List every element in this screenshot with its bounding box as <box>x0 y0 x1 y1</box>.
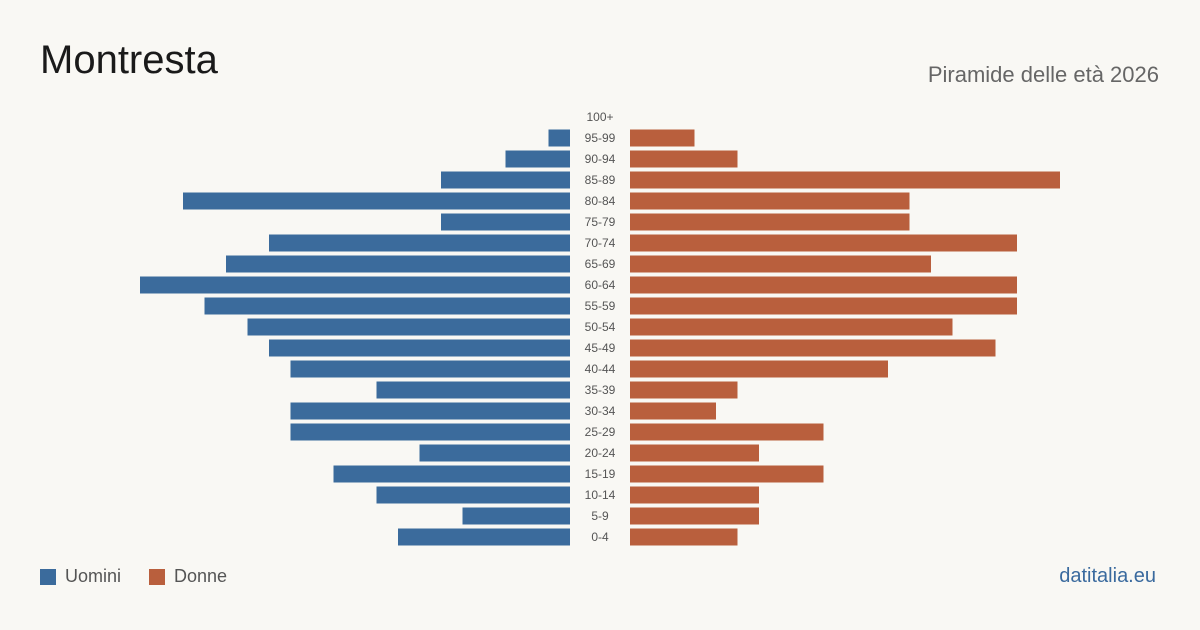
bar-men-80-84 <box>183 192 570 210</box>
age-group-label: 65-69 <box>585 257 616 271</box>
bar-women-35-39 <box>630 381 738 399</box>
bar-women-55-59 <box>630 297 1017 315</box>
bar-men-55-59 <box>204 297 570 315</box>
age-group-label: 50-54 <box>585 320 616 334</box>
bar-men-0-4 <box>398 528 570 546</box>
bar-men-15-19 <box>333 465 570 483</box>
bar-women-45-49 <box>630 339 996 357</box>
chart-legend: Uomini Donne <box>40 566 227 587</box>
population-pyramid-chart: 100+ 95-99 90-94 85-89 80-84 75-79 70-74 65-69 6… <box>140 110 1060 546</box>
bar-women-85-89 <box>630 171 1060 189</box>
age-group-label: 40-44 <box>585 362 616 376</box>
bar-women-15-19 <box>630 465 824 483</box>
bar-men-95-99 <box>548 129 570 147</box>
legend-label-men: Uomini <box>65 566 122 586</box>
age-group-label: 75-79 <box>585 215 616 229</box>
bar-women-25-29 <box>630 423 824 441</box>
age-group-label: 10-14 <box>585 488 616 502</box>
age-group-label: 95-99 <box>585 131 616 145</box>
age-group-label: 80-84 <box>585 194 616 208</box>
bar-women-20-24 <box>630 444 759 462</box>
page-title: Montresta <box>40 38 218 82</box>
bar-women-95-99 <box>630 129 695 147</box>
age-group-label: 70-74 <box>585 236 616 250</box>
bar-men-85-89 <box>441 171 570 189</box>
source-link[interactable]: datitalia.eu <box>1059 565 1156 587</box>
bar-women-70-74 <box>630 234 1017 252</box>
bar-men-45-49 <box>269 339 570 357</box>
chart-subtitle: Piramide delle età 2026 <box>927 62 1159 87</box>
age-group-label: 0-4 <box>591 530 609 544</box>
bar-women-10-14 <box>630 486 759 504</box>
age-group-label: 85-89 <box>585 173 616 187</box>
bar-men-75-79 <box>441 213 570 231</box>
bar-men-60-64 <box>140 276 570 294</box>
age-group-label: 20-24 <box>585 446 616 460</box>
age-group-label: 35-39 <box>585 383 616 397</box>
bar-men-90-94 <box>505 150 570 168</box>
bar-women-60-64 <box>630 276 1017 294</box>
bar-men-10-14 <box>376 486 570 504</box>
bar-women-30-34 <box>630 402 716 420</box>
bar-women-80-84 <box>630 192 910 210</box>
bar-women-0-4 <box>630 528 738 546</box>
age-group-label: 55-59 <box>585 299 616 313</box>
age-group-label: 5-9 <box>591 509 609 523</box>
bar-women-65-69 <box>630 255 931 273</box>
age-group-label: 30-34 <box>585 404 616 418</box>
age-group-label: 60-64 <box>585 278 616 292</box>
legend-item-men: Uomini <box>40 566 121 587</box>
legend-item-women: Donne <box>149 566 227 587</box>
bar-men-20-24 <box>419 444 570 462</box>
bar-men-30-34 <box>290 402 570 420</box>
bar-men-65-69 <box>226 255 570 273</box>
age-group-label: 15-19 <box>585 467 616 481</box>
legend-swatch-women <box>149 568 166 585</box>
bar-men-5-9 <box>462 507 570 525</box>
legend-label-women: Donne <box>174 566 228 586</box>
bar-men-25-29 <box>290 423 570 441</box>
bar-women-40-44 <box>630 360 888 378</box>
bar-women-75-79 <box>630 213 910 231</box>
age-group-label: 45-49 <box>585 341 616 355</box>
bar-men-70-74 <box>269 234 570 252</box>
age-group-label: 25-29 <box>585 425 616 439</box>
legend-swatch-men <box>40 568 56 585</box>
bar-men-40-44 <box>290 360 570 378</box>
age-group-label: 90-94 <box>585 152 616 166</box>
bar-women-90-94 <box>630 150 738 168</box>
bar-men-35-39 <box>376 381 570 399</box>
bar-women-5-9 <box>630 507 759 525</box>
bar-women-50-54 <box>630 318 953 336</box>
bar-men-50-54 <box>247 318 570 336</box>
age-group-label: 100+ <box>586 110 613 124</box>
